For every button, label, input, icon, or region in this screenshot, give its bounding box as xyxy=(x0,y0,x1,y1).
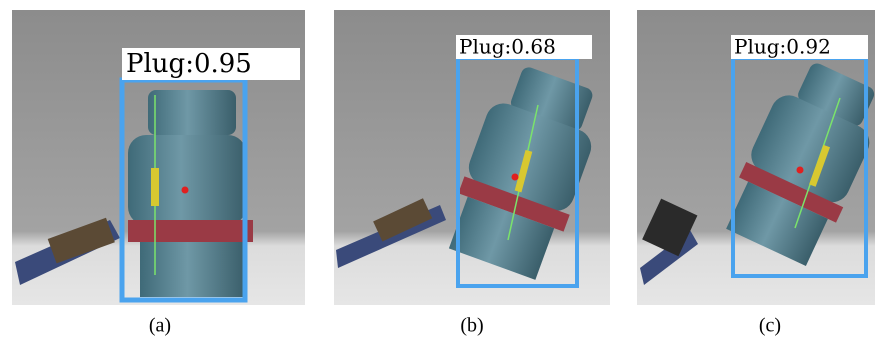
center-point xyxy=(797,167,804,174)
page: Plug:0.95 Plug:0.68 xyxy=(0,0,887,343)
figure: Plug:0.95 Plug:0.68 xyxy=(0,0,887,343)
panel-c: Plug:0.92 xyxy=(637,10,887,305)
plug-body xyxy=(128,135,246,225)
detection-label: Plug:0.95 xyxy=(126,49,252,79)
plug-ring xyxy=(128,220,253,242)
caption: (b) xyxy=(460,315,483,337)
detection-label: Plug:0.68 xyxy=(459,35,556,59)
marker xyxy=(151,168,159,206)
center-point xyxy=(512,174,519,181)
plug-top xyxy=(148,90,236,135)
caption: (a) xyxy=(149,315,171,337)
center-point xyxy=(182,187,189,194)
detection-label: Plug:0.92 xyxy=(734,35,831,59)
panel-b: Plug:0.68 xyxy=(334,10,612,305)
caption: (c) xyxy=(759,315,781,337)
panel-a: Plug:0.95 xyxy=(12,10,305,305)
